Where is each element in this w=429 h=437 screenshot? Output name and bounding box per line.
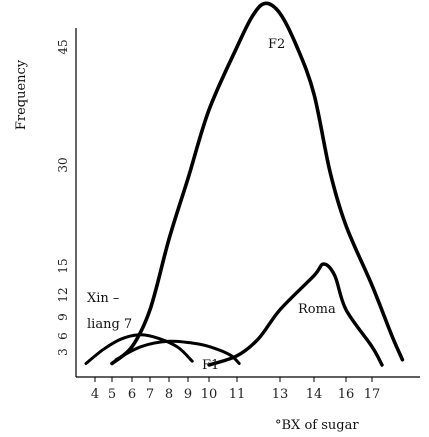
series-f1-curve [114, 339, 241, 365]
series-label-f1: F1 [202, 358, 219, 373]
series-label-roma: Roma [298, 302, 336, 317]
series-label-xin-liang-7-line-1: Xin – [87, 291, 119, 306]
x-ticks: 4 5 6 7 8 9 10 11 13 14 16 17 [91, 377, 380, 402]
x-tick-label: 11 [229, 387, 246, 402]
x-tick-label: 16 [338, 387, 355, 402]
series-labels: Xin – liang 7 F1 Roma F2 [87, 37, 336, 373]
x-tick-label: 10 [201, 387, 218, 402]
x-tick-label: 17 [364, 387, 381, 402]
series-xin-liang-7-curve [84, 333, 194, 365]
y-tick-label: 6 [56, 332, 70, 340]
y-tick-label: 45 [56, 39, 70, 54]
x-tick-label: 5 [108, 387, 116, 402]
series-label-xin-liang-7-line-2: liang 7 [87, 317, 132, 332]
x-tick-label: 6 [128, 387, 136, 402]
x-tick-label: 8 [165, 387, 173, 402]
x-axis-title: °BX of sugar [275, 418, 359, 433]
y-ticks: 3 6 9 12 15 30 45 [56, 39, 70, 355]
x-tick-label: 9 [184, 387, 192, 402]
y-tick-label: 15 [56, 258, 70, 273]
series-label-f2: F2 [268, 37, 285, 52]
x-tick-label: 14 [306, 387, 323, 402]
y-axis-title: Frequency [14, 59, 29, 130]
series-f2-curve [110, 1, 405, 366]
y-tick-label: 12 [56, 287, 70, 302]
axes [75, 28, 420, 378]
curves [84, 1, 405, 367]
x-tick-label: 7 [146, 387, 154, 402]
y-tick-label: 30 [56, 157, 70, 172]
y-tick-label: 9 [56, 313, 70, 321]
y-tick-label: 3 [56, 348, 70, 356]
series-roma-curve [207, 262, 384, 367]
x-tick-label: 4 [91, 387, 99, 402]
x-tick-label: 13 [272, 387, 289, 402]
